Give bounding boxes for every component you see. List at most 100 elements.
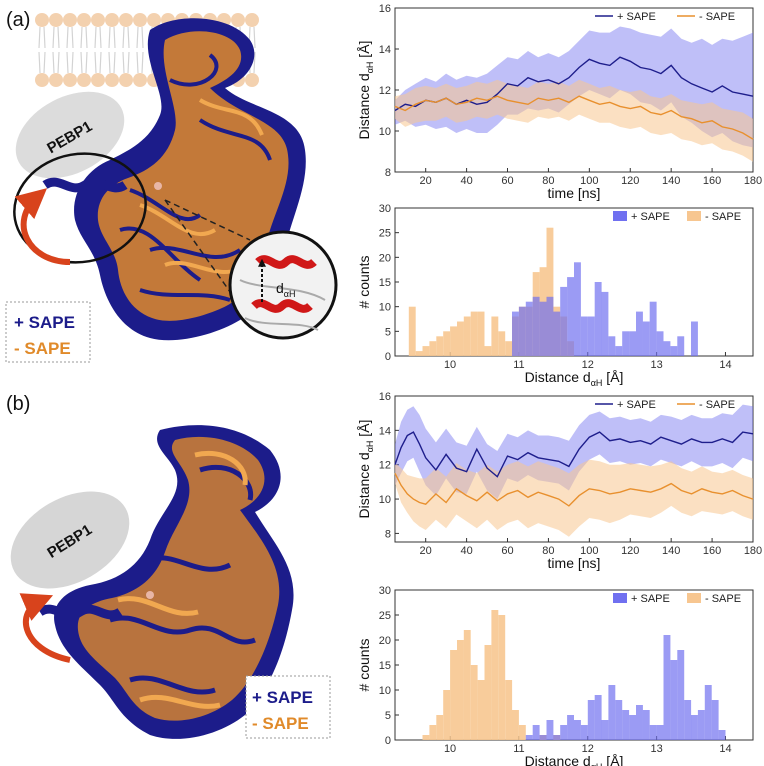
bar-plus-sape — [567, 715, 574, 740]
bar-plus-sape — [691, 715, 698, 740]
y-tick-label: 8 — [385, 528, 391, 540]
chart-a-histogram: 10 11 12 13 14 0 5 10 15 20 25 30 Distance dαH [Å] # … — [356, 203, 754, 388]
y-tick-label: 25 — [379, 610, 391, 622]
bar-plus-sape — [608, 336, 616, 356]
y-tick-label: 30 — [379, 203, 391, 215]
bar-plus-sape — [580, 316, 588, 356]
bar-minus-sape — [429, 341, 437, 356]
bar-plus-sape — [553, 311, 561, 356]
bar-plus-sape — [532, 296, 540, 356]
bar-plus-sape — [642, 710, 650, 740]
x-tick-label: 11 — [513, 359, 524, 371]
line-plus-sape — [394, 431, 754, 478]
y-tick-label: 10 — [379, 126, 391, 138]
x-tick-label: 40 — [460, 175, 472, 187]
motion-arrow-b — [19, 593, 71, 663]
y-tick-label: 20 — [379, 635, 391, 647]
bar-plus-sape — [670, 346, 678, 356]
y-tick-label: 5 — [385, 326, 391, 338]
x-tick-label: 80 — [542, 545, 554, 557]
lipid-head — [147, 13, 161, 27]
chart-a-time-series: 20 40 60 80 100 120 140 160 180 8 10 12 14 16 time [ns… — [356, 3, 762, 201]
legend-minus-sape-b: - SAPE — [252, 714, 309, 733]
legend-plus-sape: + SAPE — [631, 211, 670, 223]
legend-plus-sape-b: + SAPE — [252, 688, 313, 707]
x-tick-label: 160 — [703, 175, 721, 187]
legend-box-b: + SAPE - SAPE — [245, 675, 331, 739]
bar-plus-sape — [560, 725, 568, 740]
x-tick-label: 180 — [744, 175, 762, 187]
lipid-tail — [66, 51, 74, 74]
bar-plus-sape — [580, 725, 588, 740]
y-tick-label: 16 — [379, 391, 391, 403]
bar-plus-sape — [642, 321, 650, 356]
x-tick-label: 60 — [501, 545, 513, 557]
lipid-head — [49, 13, 63, 27]
bar-plus-sape — [587, 700, 595, 740]
lipid-head — [35, 13, 49, 27]
y-tick-label: 15 — [379, 660, 391, 672]
lipid-tail — [94, 51, 102, 74]
protein-structure-b — [37, 425, 294, 739]
legend-minus-sape: - SAPE — [699, 11, 735, 23]
bar-minus-sape — [498, 331, 506, 356]
lipid-tail — [122, 26, 130, 49]
bar-minus-sape — [477, 311, 485, 356]
y-tick-label: 8 — [385, 167, 391, 179]
y-tick-label: 0 — [385, 735, 391, 747]
bar-plus-sape — [656, 725, 664, 740]
bar-plus-sape — [567, 277, 574, 356]
bar-minus-sape — [470, 311, 478, 356]
chart-b-histogram: 10 11 12 13 14 0 5 10 15 20 25 30 Distance dαH [Å] # … — [356, 585, 754, 766]
bar-plus-sape — [622, 331, 630, 356]
lipid-tail — [38, 51, 46, 74]
x-tick-label: 100 — [580, 545, 598, 557]
bar-plus-sape — [594, 695, 602, 740]
y-axis-label: # counts — [356, 256, 372, 309]
bar-plus-sape — [546, 720, 554, 740]
bar-minus-sape — [518, 725, 526, 740]
bar-minus-sape — [505, 680, 513, 740]
x-tick-label: 20 — [420, 545, 432, 557]
legend-swatch — [613, 211, 627, 221]
bar-plus-sape — [670, 660, 678, 740]
bar-minus-sape — [463, 316, 471, 356]
lipid-head — [105, 73, 119, 87]
bar-minus-sape — [457, 321, 464, 356]
bar-plus-sape — [704, 685, 712, 740]
panel-a-letter: (a) — [6, 9, 30, 31]
lipid-tail — [52, 51, 60, 74]
bar-plus-sape — [615, 346, 623, 356]
bar-plus-sape — [539, 735, 547, 740]
legend-swatch — [687, 593, 701, 603]
legend-swatch — [613, 593, 627, 603]
lipid-head — [133, 13, 147, 27]
x-tick-label: 13 — [650, 359, 662, 371]
lipid-head — [119, 13, 133, 27]
lipid-head — [77, 73, 91, 87]
bar-minus-sape — [484, 346, 492, 356]
legend-minus-sape: - SAPE — [699, 399, 735, 411]
x-tick-label: 10 — [444, 743, 456, 755]
x-tick-label: 60 — [501, 175, 513, 187]
lipid-head — [77, 13, 91, 27]
bar-plus-sape — [663, 341, 671, 356]
bar-minus-sape — [450, 326, 457, 356]
bar-plus-sape — [636, 311, 643, 356]
bar-plus-sape — [677, 650, 685, 740]
lipid-head — [91, 13, 105, 27]
lipid-tail — [122, 51, 130, 74]
motion-arrow-a — [14, 188, 71, 265]
bar-plus-sape — [525, 301, 533, 356]
x-tick-label: 10 — [444, 359, 456, 371]
x-tick-label: 140 — [662, 175, 680, 187]
bar-plus-sape — [718, 730, 726, 740]
bar-plus-sape — [684, 700, 692, 740]
y-axis-label: Distance dαH [Å] — [356, 41, 375, 140]
bar-plus-sape — [636, 705, 643, 740]
lipid-tail — [80, 26, 88, 49]
line-minus-sape — [394, 472, 754, 507]
bar-plus-sape — [560, 286, 568, 356]
y-tick-label: 15 — [379, 277, 391, 289]
bar-plus-sape — [532, 725, 540, 740]
